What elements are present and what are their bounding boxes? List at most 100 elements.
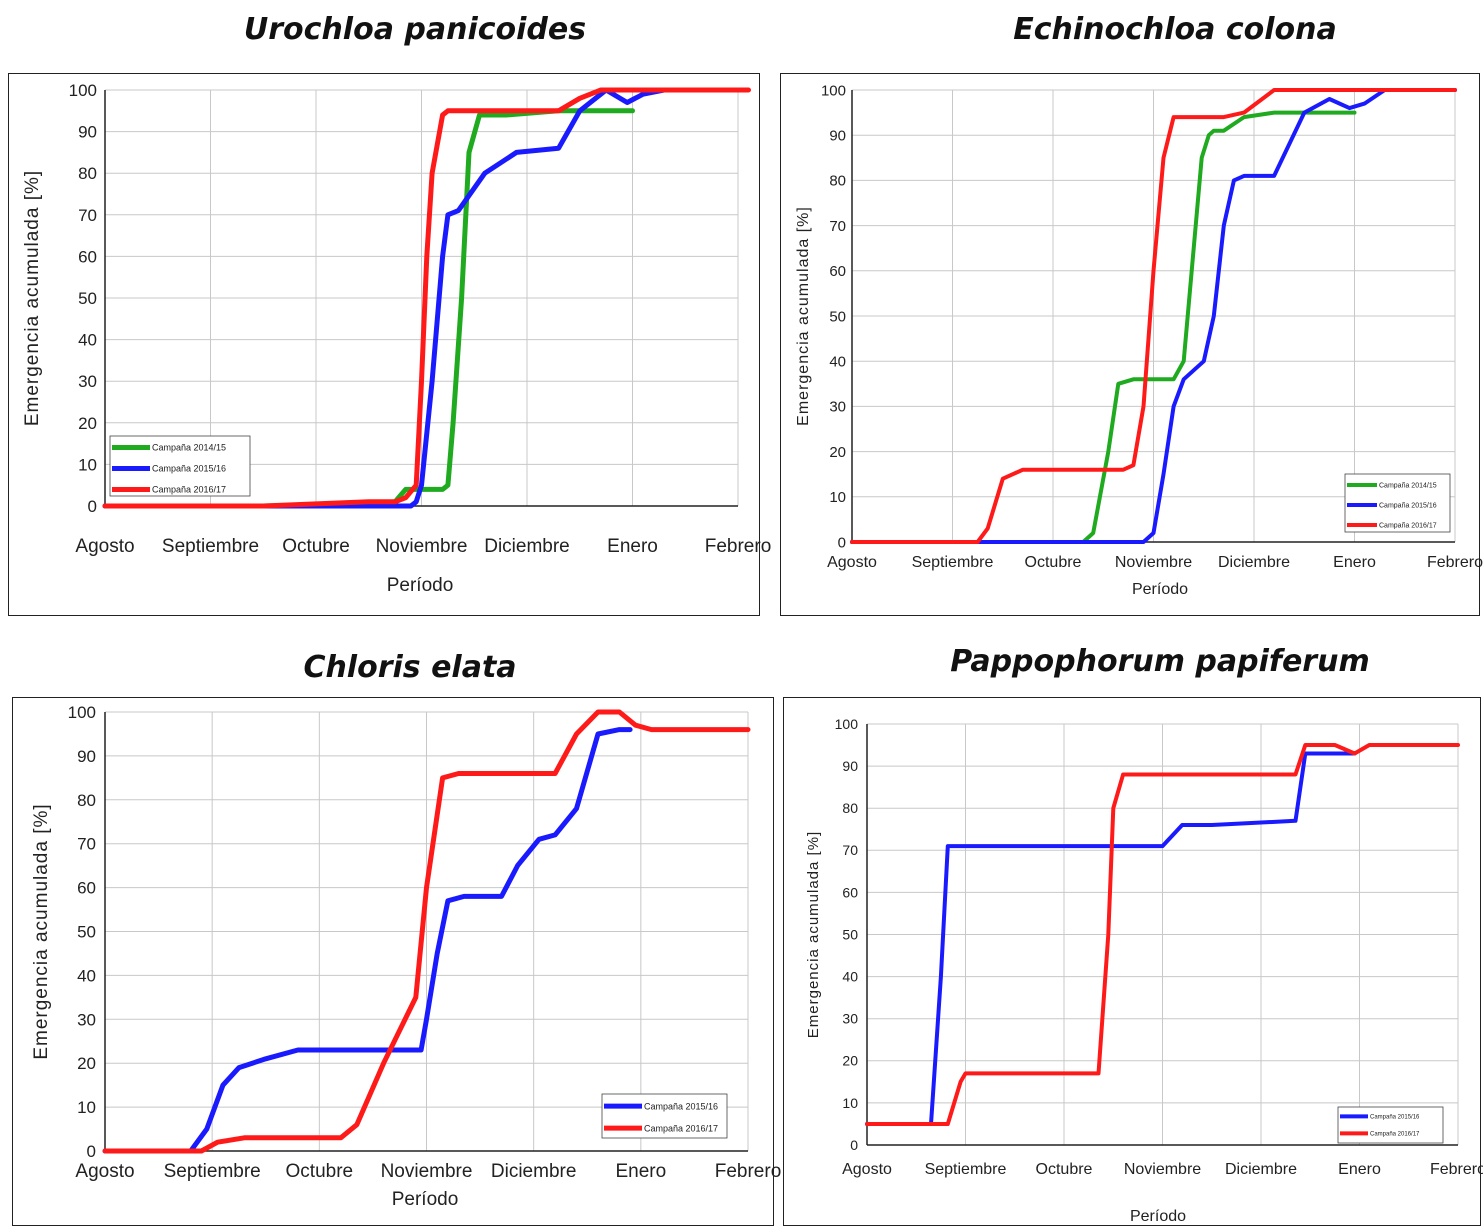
y-tick-label: 0: [850, 1137, 858, 1153]
x-tick-label: Agosto: [827, 554, 877, 571]
y-tick-label: 20: [829, 444, 846, 461]
x-tick-label: Enero: [1333, 554, 1376, 571]
y-tick-label: 30: [842, 1011, 858, 1027]
y-tick-label: 80: [78, 164, 97, 183]
chart-frame: [8, 73, 760, 616]
y-tick-label: 30: [829, 399, 846, 416]
x-tick-label: Septiembre: [925, 1161, 1007, 1178]
x-tick-label: Enero: [615, 1161, 666, 1182]
y-tick-label: 90: [842, 758, 858, 774]
x-tick-label: Febrero: [1430, 1161, 1483, 1178]
x-tick-label: Enero: [607, 536, 658, 557]
x-tick-label: Agosto: [75, 1161, 134, 1182]
y-tick-label: 50: [829, 308, 846, 325]
x-axis-title: Período: [1132, 581, 1188, 598]
y-tick-label: 30: [77, 1010, 96, 1029]
y-axis-title: Emergencia acumulada [%]: [795, 206, 812, 426]
y-tick-label: 70: [78, 206, 97, 225]
y-tick-label: 40: [78, 331, 97, 350]
x-tick-label: Diciembre: [491, 1161, 577, 1182]
y-axis-title: Emergencia acumulada [%]: [22, 170, 43, 426]
y-tick-label: 20: [842, 1053, 858, 1069]
chart-title: Urochloa panicoides: [243, 12, 587, 47]
x-tick-label: Agosto: [842, 1161, 892, 1178]
x-tick-label: Enero: [1338, 1161, 1381, 1178]
legend-label: Campaña 2015/16: [152, 464, 226, 474]
legend-label: Campaña 2016/17: [1370, 1131, 1420, 1137]
chart-title: Pappophorum papiferum: [950, 644, 1370, 679]
y-tick-label: 60: [77, 879, 96, 898]
x-tick-label: Agosto: [75, 536, 134, 557]
x-axis-title: Período: [387, 575, 454, 596]
legend-label: Campaña 2015/16: [644, 1101, 718, 1111]
legend-label: Campaña 2016/17: [152, 485, 226, 495]
series-line: [102, 87, 751, 509]
legend-label: Campaña 2015/16: [1370, 1114, 1420, 1120]
x-tick-label: Diciembre: [1225, 1161, 1297, 1178]
x-tick-label: Octubre: [1025, 554, 1082, 571]
y-tick-label: 40: [77, 966, 96, 985]
x-tick-label: Noviembre: [376, 536, 468, 557]
y-tick-label: 90: [77, 747, 96, 766]
y-tick-label: 20: [78, 414, 97, 433]
legend-label: Campaña 2014/15: [152, 443, 226, 453]
y-tick-label: 70: [77, 835, 96, 854]
y-tick-label: 80: [77, 791, 96, 810]
y-tick-label: 80: [829, 173, 846, 190]
legend-label: Campaña 2016/17: [644, 1123, 718, 1133]
x-tick-label: Octubre: [286, 1161, 354, 1182]
y-tick-label: 90: [78, 123, 97, 142]
series-line: [850, 110, 1357, 544]
x-tick-label: Diciembre: [1218, 554, 1290, 571]
x-axis-title: Período: [392, 1189, 459, 1210]
x-tick-label: Noviembre: [1115, 554, 1192, 571]
legend-box: [601, 1093, 728, 1139]
y-tick-label: 10: [829, 489, 846, 506]
y-tick-label: 100: [68, 703, 96, 722]
y-tick-label: 70: [842, 842, 858, 858]
y-tick-label: 80: [842, 800, 858, 816]
series-line: [102, 87, 688, 509]
y-tick-label: 0: [87, 1142, 96, 1161]
y-tick-label: 60: [829, 263, 846, 280]
legend-box: [1337, 1106, 1444, 1144]
y-tick-label: 0: [838, 534, 846, 551]
y-tick-label: 10: [77, 1098, 96, 1117]
series-line: [850, 88, 1457, 544]
y-tick-label: 20: [77, 1054, 96, 1073]
y-tick-label: 10: [842, 1095, 858, 1111]
series-line: [865, 743, 1460, 1126]
x-tick-label: Octubre: [1036, 1161, 1093, 1178]
series-line: [850, 88, 1457, 544]
x-tick-label: Febrero: [705, 536, 772, 557]
x-tick-label: Febrero: [1427, 554, 1483, 571]
legend-label: Campaña 2015/16: [1379, 502, 1437, 509]
x-tick-label: Diciembre: [484, 536, 570, 557]
x-tick-label: Octubre: [282, 536, 350, 557]
y-tick-label: 100: [69, 81, 97, 100]
legend-label: Campaña 2016/17: [1379, 522, 1437, 529]
y-tick-label: 50: [842, 926, 858, 942]
series-line: [102, 709, 751, 1154]
y-tick-label: 60: [842, 884, 858, 900]
x-tick-label: Noviembre: [1124, 1161, 1201, 1178]
y-tick-label: 30: [78, 372, 97, 391]
x-tick-label: Septiembre: [164, 1161, 261, 1182]
y-tick-label: 40: [829, 353, 846, 370]
chart-title: Chloris elata: [303, 650, 517, 685]
y-tick-label: 40: [842, 969, 858, 985]
x-tick-label: Febrero: [715, 1161, 782, 1182]
x-tick-label: Septiembre: [162, 536, 259, 557]
y-tick-label: 60: [78, 247, 97, 266]
x-tick-label: Septiembre: [912, 554, 994, 571]
series-line: [102, 727, 633, 1154]
y-axis-title: Emergencia acumulada [%]: [31, 803, 52, 1059]
legend-label: Campaña 2014/15: [1379, 482, 1437, 489]
y-tick-label: 50: [77, 922, 96, 941]
x-tick-label: Noviembre: [381, 1161, 473, 1182]
y-tick-label: 50: [78, 289, 97, 308]
y-tick-label: 90: [829, 127, 846, 144]
